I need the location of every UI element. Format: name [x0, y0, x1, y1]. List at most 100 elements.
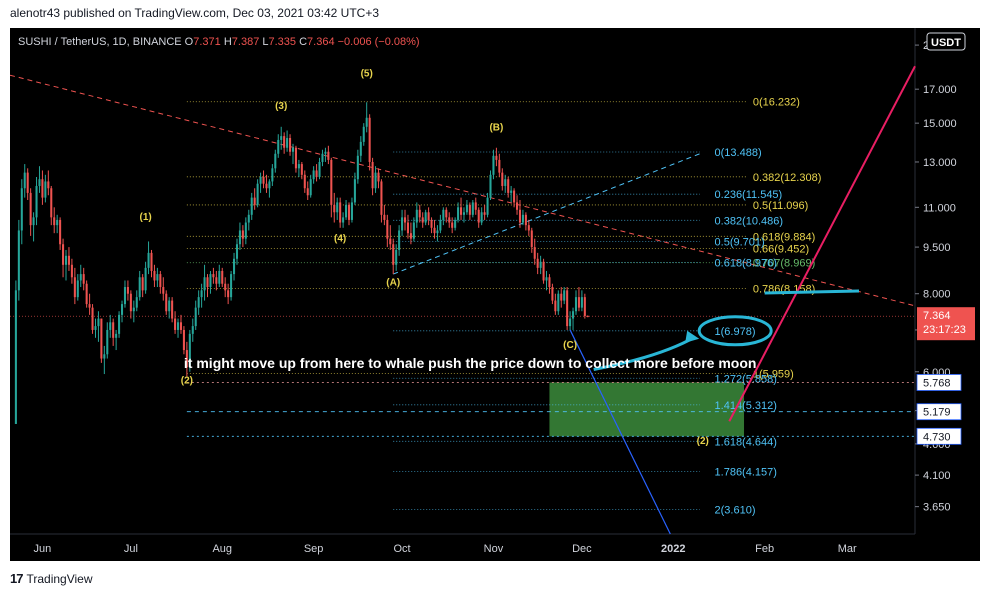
- fib-lower-label: 0.236(11.545): [715, 189, 783, 201]
- candle: [233, 252, 236, 281]
- candle: [147, 241, 150, 275]
- candle-body: [451, 222, 454, 228]
- candle-body: [483, 212, 486, 215]
- candle: [569, 311, 572, 331]
- candle: [106, 322, 109, 359]
- candle: [392, 238, 395, 275]
- candle: [551, 283, 554, 305]
- candle-body: [577, 297, 580, 308]
- candle-body: [41, 179, 44, 198]
- candle-body: [415, 209, 418, 223]
- candle-body: [563, 290, 566, 301]
- candle-body: [368, 117, 371, 162]
- candle-body: [64, 255, 68, 265]
- candle: [468, 202, 471, 220]
- candle-body: [44, 181, 47, 198]
- candle-body: [233, 258, 236, 275]
- candle: [504, 174, 507, 193]
- candle: [162, 277, 165, 301]
- descending-trendline: [10, 74, 916, 307]
- candle: [518, 200, 522, 228]
- candle: [318, 157, 321, 180]
- candle: [574, 290, 578, 315]
- candle: [421, 212, 424, 228]
- fib-upper-label: 0(16.232): [753, 97, 800, 109]
- bearish-projection-line: [569, 329, 671, 535]
- candle: [265, 174, 268, 193]
- candle-body: [100, 318, 103, 359]
- candle-body: [268, 181, 271, 189]
- candle-body: [103, 354, 106, 359]
- candle: [179, 314, 183, 334]
- open-value: 7.371: [193, 36, 221, 48]
- candle-body: [35, 185, 38, 218]
- price-level-value: 5.179: [923, 407, 951, 419]
- candle-body: [427, 212, 430, 220]
- candle-body: [507, 179, 510, 193]
- candle-body: [88, 304, 91, 308]
- candle-body: [79, 274, 82, 281]
- candle-body: [26, 172, 29, 193]
- current-price-tag: [917, 307, 975, 341]
- candle: [433, 219, 436, 239]
- candle-body: [371, 161, 374, 189]
- candle-body: [250, 197, 253, 215]
- candle: [138, 270, 141, 301]
- candle-body: [439, 219, 442, 231]
- candle: [32, 212, 35, 242]
- candle: [238, 222, 241, 250]
- candle-body: [539, 261, 542, 268]
- high-label: H: [221, 36, 232, 48]
- candle-body: [380, 181, 383, 215]
- tradingview-brand[interactable]: 17 TradingView: [10, 571, 93, 586]
- x-tick-label: Mar: [838, 543, 857, 555]
- candle-body: [333, 204, 336, 213]
- candle: [486, 192, 489, 218]
- candle-body: [533, 247, 536, 259]
- candle: [415, 202, 418, 228]
- candle: [126, 280, 129, 301]
- candle: [286, 130, 289, 152]
- candle: [560, 287, 563, 308]
- candle-body: [247, 214, 250, 223]
- candle: [536, 252, 539, 275]
- candle-body: [492, 155, 495, 175]
- candle-body: [176, 322, 180, 330]
- symbol-line: SUSHI / TetherUS, 1D, BINANCE O7.371 H7.…: [18, 36, 420, 48]
- candle: [454, 217, 457, 231]
- candle: [583, 293, 586, 319]
- currency-badge: [926, 32, 966, 51]
- candle-body: [306, 188, 309, 196]
- candle-body: [32, 217, 35, 226]
- channel-line: [393, 153, 700, 275]
- candle: [203, 264, 206, 301]
- candle: [120, 300, 124, 323]
- candle-body: [294, 147, 297, 169]
- candle: [365, 102, 368, 133]
- candle-body: [197, 297, 200, 308]
- candle-body: [403, 217, 407, 223]
- price-chart[interactable]: 0(16.232) 0.382(12.308) 0.5(11.096) 0.618(9…: [10, 28, 980, 561]
- annotation-text: it might move up from here to whale push…: [184, 355, 757, 371]
- candle: [327, 145, 330, 165]
- candle-body: [115, 333, 118, 338]
- candle: [424, 209, 427, 226]
- candle: [427, 207, 430, 226]
- open-label: O: [182, 36, 194, 48]
- candle-body: [347, 204, 351, 220]
- candle-body: [468, 204, 471, 215]
- price-level-value: 5.768: [923, 377, 951, 389]
- tradingview-brand-label: TradingView: [26, 571, 93, 586]
- candle-body: [147, 252, 150, 268]
- candle: [289, 134, 292, 156]
- currency-badge-label: USDT: [931, 37, 961, 49]
- candle-body: [212, 274, 215, 278]
- candle-body: [545, 277, 548, 281]
- candle-body: [474, 202, 477, 210]
- x-tick-label: Feb: [755, 543, 774, 555]
- chart-area[interactable]: 0(16.232) 0.382(12.308) 0.5(11.096) 0.618(9…: [10, 28, 980, 561]
- candle: [76, 274, 79, 301]
- candle-body: [386, 219, 389, 239]
- candle: [70, 258, 73, 284]
- close-value: 7.364: [307, 36, 335, 48]
